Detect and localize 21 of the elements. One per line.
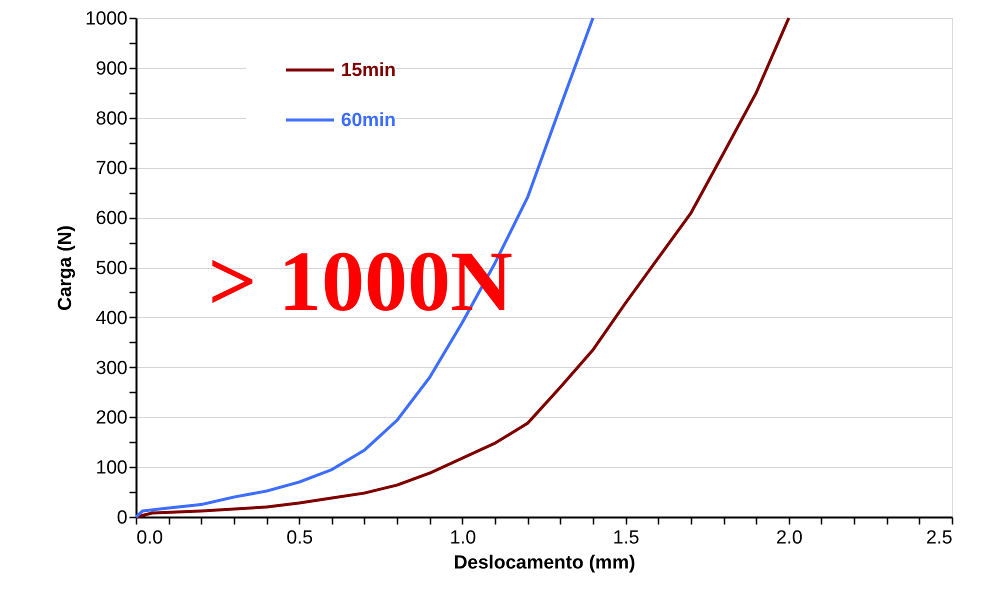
y-tick-label: 0 xyxy=(116,508,128,528)
y-axis-title: Carga (N) xyxy=(55,225,76,311)
x-tick-label: 0.0 xyxy=(136,528,163,548)
y-tick-label: 900 xyxy=(96,58,128,80)
y-tick-label: 1000 xyxy=(85,8,128,30)
x-tick-label: 0.5 xyxy=(286,528,313,548)
y-tick-label: 400 xyxy=(96,308,128,329)
legend-label: 60min xyxy=(341,110,396,131)
legend-label: 15min xyxy=(341,60,396,81)
y-tick-label: 300 xyxy=(96,358,128,379)
y-tick-label: 800 xyxy=(96,108,128,130)
x-tick-label: 1.0 xyxy=(450,528,476,548)
x-tick-label: 1.5 xyxy=(612,528,640,548)
y-tick-label: 200 xyxy=(96,408,128,429)
y-tick-label: 500 xyxy=(96,258,128,279)
y-tick-label: 700 xyxy=(96,158,128,180)
y-tick-label: 100 xyxy=(96,458,128,479)
y-tick-label: 600 xyxy=(96,208,128,230)
x-tick-label: 2.5 xyxy=(926,528,952,548)
x-tick-label: 2.0 xyxy=(776,528,803,548)
x-axis-title: Deslocamento (mm) xyxy=(454,552,636,574)
